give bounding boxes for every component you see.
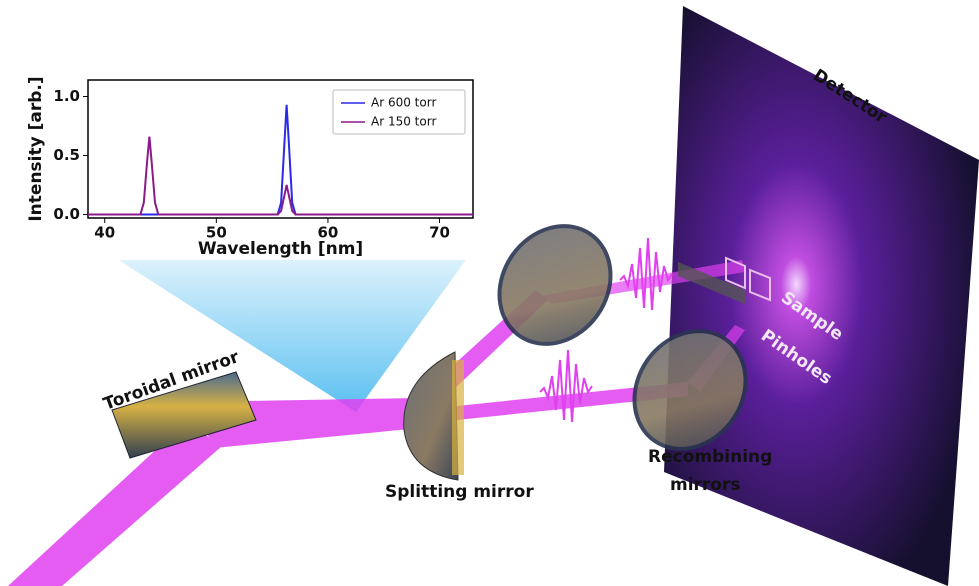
x-tick-label: 70 (429, 224, 450, 242)
diagram: Detector Sample Pinholes Toroidal mirror… (0, 0, 979, 586)
legend-label: Ar 600 torr (371, 96, 436, 110)
page: {"chart_data": {"type": "line", "x_label… (0, 0, 979, 586)
y-tick-label: 1.0 (53, 87, 80, 105)
x-axis-label: Wavelength [nm] (198, 239, 363, 259)
pulse (540, 350, 592, 422)
y-tick-label: 0.0 (53, 205, 80, 223)
legend-label: Ar 150 torr (371, 115, 436, 129)
detector (664, 6, 979, 586)
splitting-mirror (404, 352, 458, 480)
label: Recombining (648, 447, 772, 467)
y-tick-label: 0.5 (53, 146, 80, 164)
y-axis-label: Intensity [arb.] (26, 76, 46, 221)
x-tick-label: 40 (94, 224, 115, 242)
label: Splitting mirror (385, 482, 534, 502)
label: mirrors (670, 475, 741, 495)
splitting-mirror-edge (452, 360, 464, 475)
